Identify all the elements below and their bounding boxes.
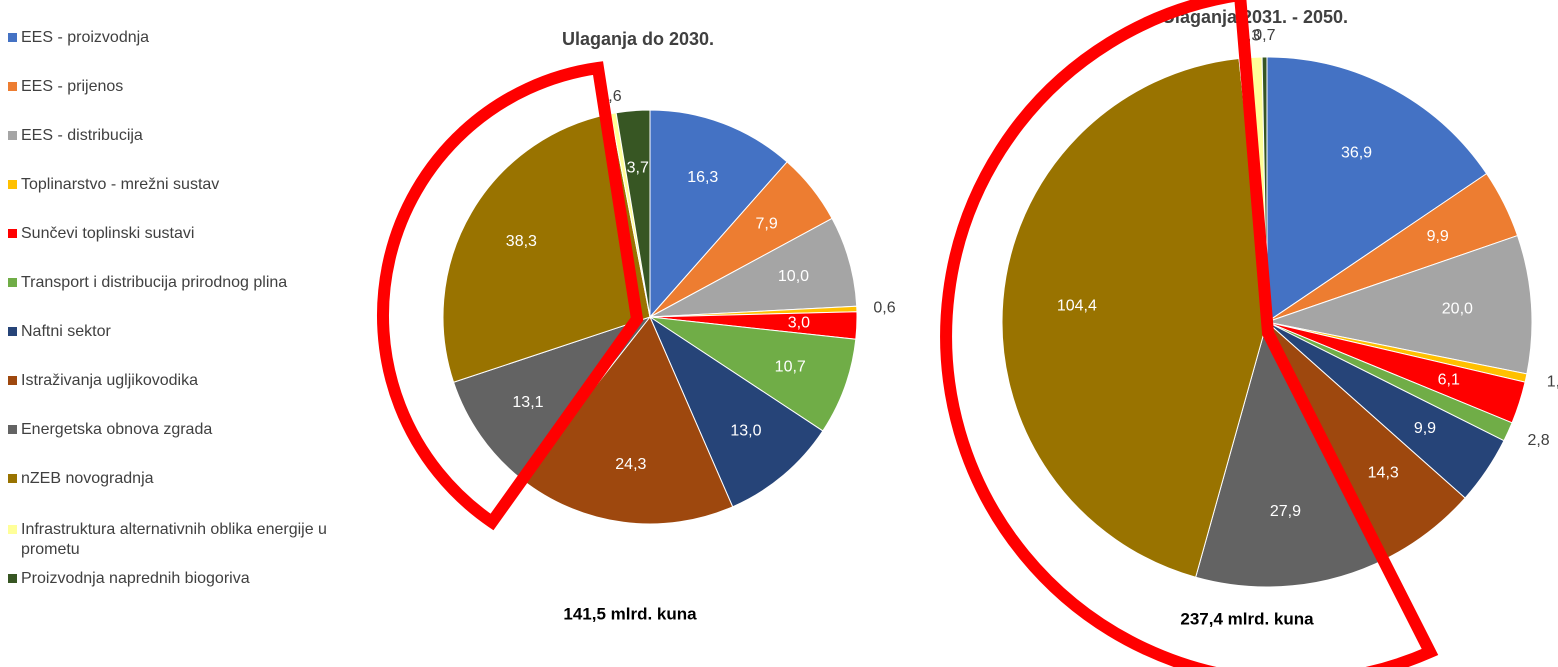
pie-slice — [442, 113, 651, 383]
legend-label: EES - proizvodnja — [21, 29, 150, 46]
legend-item: Proizvodnja naprednih biogoriva — [8, 569, 348, 589]
legend-item: nZEB novogradnja — [8, 469, 348, 489]
pie-slice — [452, 315, 652, 481]
legend-label: Sunčevi toplinski sustavi — [21, 225, 195, 242]
legend-item: EES - proizvodnja — [8, 28, 348, 48]
pie-slice — [1266, 56, 1488, 323]
legend-label: nZEB novogradnja — [21, 470, 154, 487]
legend-item: EES - prijenos — [8, 77, 348, 97]
annotation-outline — [377, 61, 644, 531]
value-label: 1,2 — [1547, 374, 1558, 391]
legend-label: Proizvodnja naprednih biogoriva — [21, 570, 250, 587]
value-label: 36,9 — [1341, 145, 1372, 162]
legend-label: Transport i distribucija prirodnog plina — [21, 274, 288, 291]
value-label: 27,9 — [1270, 503, 1301, 520]
legend-swatch — [8, 525, 17, 534]
legend-swatch — [8, 82, 17, 91]
legend-swatch — [8, 574, 17, 583]
total-label: 237,4 mlrd. kuna — [1180, 609, 1314, 628]
legend-swatch — [8, 474, 17, 483]
legend-swatch — [8, 229, 17, 238]
value-label: 24,3 — [615, 456, 646, 473]
value-label: 13,0 — [730, 422, 761, 439]
legend-item: Transport i distribucija prirodnog plina — [8, 273, 348, 293]
pie-slice — [649, 316, 857, 432]
value-label: 9,9 — [1414, 420, 1436, 437]
legend-swatch — [8, 327, 17, 336]
legend-label: Toplinarstvo - mrežni sustav — [21, 176, 220, 193]
legend-label: Istraživanja ugljikovodika — [21, 372, 198, 389]
legend-swatch — [8, 425, 17, 434]
legend-item: EES - distribucija — [8, 126, 348, 146]
legend-swatch — [8, 376, 17, 385]
value-label: 7,9 — [756, 215, 778, 232]
value-label: 13,1 — [512, 394, 543, 411]
legend-item: Energetska obnova zgrada — [8, 420, 348, 440]
value-label: 2,8 — [1527, 432, 1549, 449]
chart-title: Ulaganja 2031. - 2050. — [1162, 7, 1348, 27]
legend-label: Energetska obnova zgrada — [21, 421, 213, 438]
value-label: 3,7 — [627, 160, 649, 177]
value-label: 38,3 — [506, 233, 537, 250]
value-label: 6,1 — [1438, 371, 1460, 388]
legend-item: Istraživanja ugljikovodika — [8, 371, 348, 391]
value-label: 10,0 — [778, 268, 809, 285]
pie-slice — [1265, 234, 1533, 375]
chart-title: Ulaganja do 2030. — [562, 29, 714, 49]
legend-swatch — [8, 131, 17, 140]
value-label: 20,0 — [1442, 300, 1473, 317]
value-label: 14,3 — [1368, 465, 1399, 482]
legend-label: Naftni sektor — [21, 323, 111, 340]
pie-slice — [1261, 56, 1268, 323]
value-label: 104,4 — [1057, 297, 1097, 314]
legend-item: Naftni sektor — [8, 322, 348, 342]
pie-slice — [648, 315, 824, 508]
value-label: 10,7 — [775, 359, 806, 376]
value-label: 16,3 — [687, 169, 718, 186]
pie-slice — [615, 109, 651, 318]
value-label: 0,7 — [1253, 27, 1275, 44]
pie-slice — [1001, 57, 1268, 578]
value-label: 3,0 — [788, 314, 810, 331]
legend-label: EES - prijenos — [21, 78, 124, 95]
value-label: 9,9 — [1427, 228, 1449, 245]
annotation-outline — [940, 0, 1439, 667]
legend-label: Infrastruktura alternativnih oblika ener… — [21, 521, 327, 558]
legend-swatch — [8, 180, 17, 189]
legend-swatch — [8, 33, 17, 42]
value-label: 0,6 — [873, 300, 895, 317]
pie-slice — [521, 316, 734, 525]
legend-item: Toplinarstvo - mrežni sustav — [8, 175, 348, 195]
legend-swatch — [8, 278, 17, 287]
legend-item: Sunčevi toplinski sustavi — [8, 224, 348, 244]
total-label: 141,5 mlrd. kuna — [563, 604, 697, 623]
pie-slice — [649, 109, 788, 319]
legend-item: Infrastruktura alternativnih oblika ener… — [8, 520, 348, 560]
legend-label: EES - distribucija — [21, 127, 143, 144]
pie-slice — [1195, 320, 1387, 588]
